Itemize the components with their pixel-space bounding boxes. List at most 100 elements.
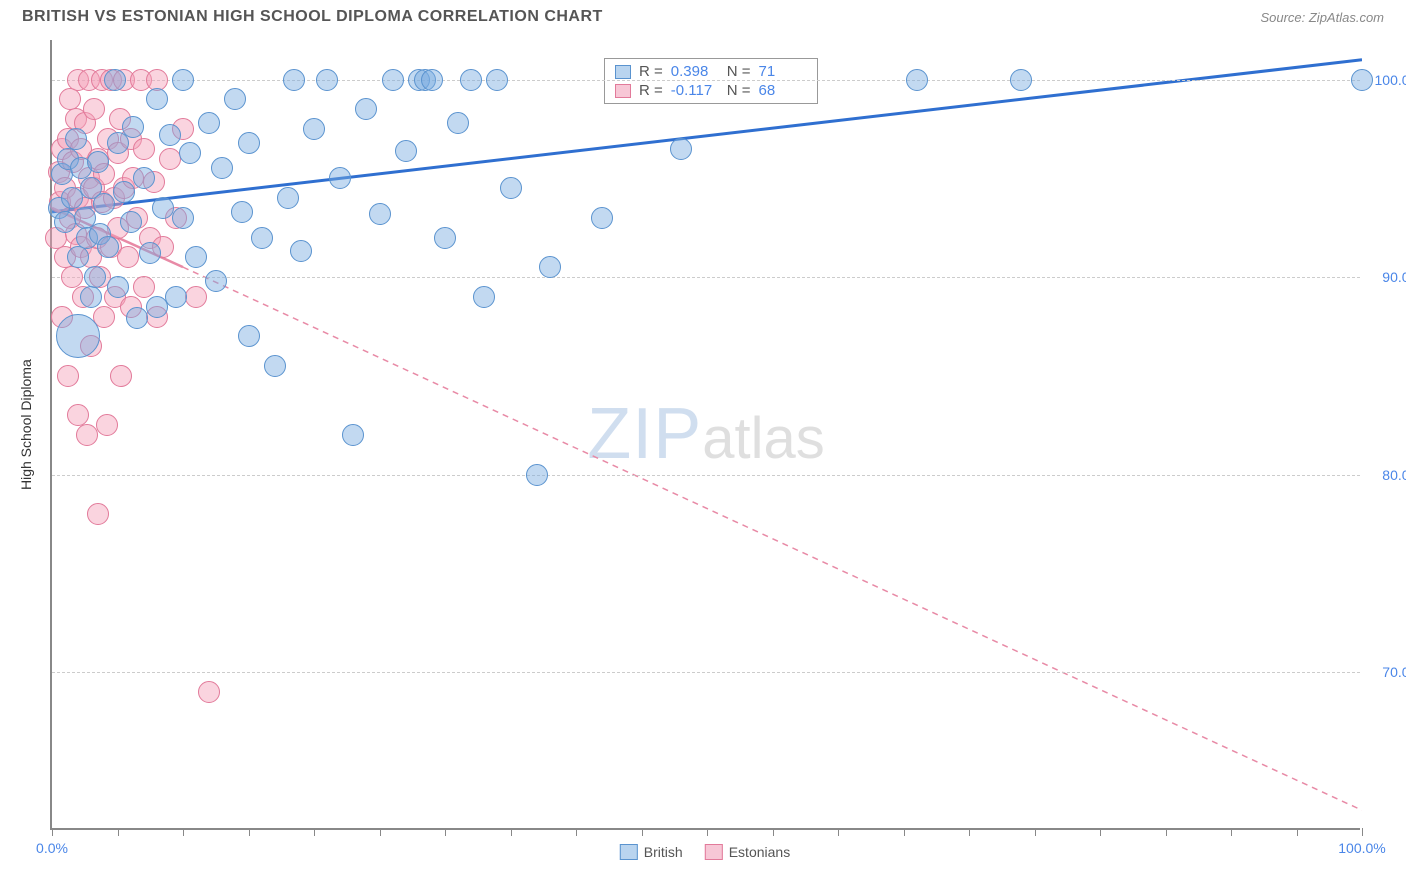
trendline-estonians (183, 267, 1362, 810)
point-estonians (117, 246, 139, 268)
ytick-label: 100.0% (1375, 72, 1406, 88)
xtick (642, 828, 643, 836)
point-british (84, 266, 106, 288)
point-british (126, 307, 148, 329)
point-estonians (61, 266, 83, 288)
point-british (355, 98, 377, 120)
point-british (526, 464, 548, 486)
point-estonians (76, 424, 98, 446)
point-british (120, 211, 142, 233)
gridline-h (52, 80, 1360, 81)
xtick (52, 828, 53, 836)
gridline-h (52, 277, 1360, 278)
point-british (395, 140, 417, 162)
point-british (369, 203, 391, 225)
stats-row-estonians: R = -0.117 N = 68 (615, 82, 807, 99)
point-british (65, 128, 87, 150)
point-british (906, 69, 928, 91)
point-british (172, 69, 194, 91)
plot-region: ZIPatlas R =0.398N =71R =-0.117N =68 70.… (50, 40, 1360, 830)
point-british (421, 69, 443, 91)
legend-item-estonians: Estonians (705, 844, 790, 860)
point-british (122, 116, 144, 138)
point-british (238, 132, 260, 154)
r-label: R = (639, 82, 663, 99)
n-label: N = (727, 82, 751, 99)
point-british (342, 424, 364, 446)
xtick (1297, 828, 1298, 836)
xtick (969, 828, 970, 836)
xtick (249, 828, 250, 836)
point-british (61, 187, 83, 209)
point-british (67, 246, 89, 268)
trend-lines (52, 40, 1362, 830)
legend-swatch (620, 844, 638, 860)
xtick (773, 828, 774, 836)
point-british (460, 69, 482, 91)
r-value: 0.398 (671, 63, 719, 80)
point-estonians (96, 414, 118, 436)
point-british (238, 325, 260, 347)
source-attribution: Source: ZipAtlas.com (1260, 10, 1384, 25)
point-british (382, 69, 404, 91)
point-british (211, 157, 233, 179)
point-british (198, 112, 220, 134)
point-british (93, 193, 115, 215)
legend: BritishEstonians (620, 844, 790, 860)
r-label: R = (639, 63, 663, 80)
xtick (380, 828, 381, 836)
point-british (146, 88, 168, 110)
point-british (303, 118, 325, 140)
xtick-label: 100.0% (1338, 840, 1385, 856)
point-british (107, 276, 129, 298)
point-british (277, 187, 299, 209)
xtick (183, 828, 184, 836)
point-estonians (67, 404, 89, 426)
xtick (1362, 828, 1363, 836)
n-value: 71 (759, 63, 807, 80)
xtick (118, 828, 119, 836)
ytick-label: 90.0% (1382, 269, 1406, 285)
n-value: 68 (759, 82, 807, 99)
point-british (473, 286, 495, 308)
point-british (316, 69, 338, 91)
point-british (97, 236, 119, 258)
xtick (576, 828, 577, 836)
legend-label: Estonians (729, 844, 790, 860)
point-british (113, 181, 135, 203)
xtick (1035, 828, 1036, 836)
r-value: -0.117 (671, 82, 719, 99)
point-british (80, 286, 102, 308)
point-british (185, 246, 207, 268)
legend-swatch (705, 844, 723, 860)
point-british (172, 207, 194, 229)
point-british (670, 138, 692, 160)
ytick-label: 80.0% (1382, 467, 1406, 483)
point-british (231, 201, 253, 223)
point-estonians (146, 69, 168, 91)
point-british (139, 242, 161, 264)
point-british (152, 197, 174, 219)
point-estonians (87, 503, 109, 525)
xtick (445, 828, 446, 836)
point-british (290, 240, 312, 262)
point-estonians (59, 88, 81, 110)
point-british (329, 167, 351, 189)
point-british (283, 69, 305, 91)
stats-box: R = 0.398 N = 71 R = -0.117 N = 68 (604, 58, 818, 104)
point-british (159, 124, 181, 146)
chart-title: BRITISH VS ESTONIAN HIGH SCHOOL DIPLOMA … (22, 8, 603, 26)
xtick-label: 0.0% (36, 840, 68, 856)
point-british (447, 112, 469, 134)
point-british (486, 69, 508, 91)
point-british (104, 69, 126, 91)
swatch-british (615, 65, 631, 79)
point-british (224, 88, 246, 110)
point-estonians (133, 138, 155, 160)
point-british (179, 142, 201, 164)
point-british (146, 296, 168, 318)
point-british (251, 227, 273, 249)
swatch-estonians (615, 84, 631, 98)
point-british (165, 286, 187, 308)
point-estonians (133, 276, 155, 298)
